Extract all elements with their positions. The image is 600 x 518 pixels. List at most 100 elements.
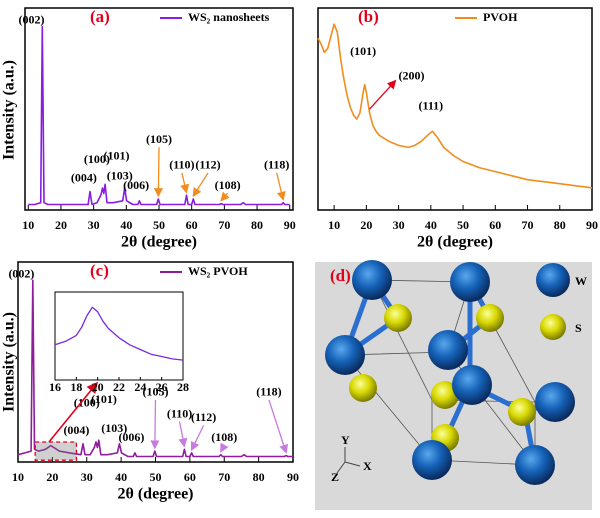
peak-label: (108) [215,178,241,192]
peak-label: (112) [191,410,216,424]
peak-label: (101) [350,44,376,58]
x-tick-label: 26 [156,380,168,394]
panel-label: (d) [330,266,351,285]
x-tick-label: 40 [120,218,132,232]
x-tick-label: 20 [360,218,372,232]
axis-letter: Z [331,470,339,484]
x-tick-label: 24 [134,380,146,394]
panel-label: (c) [90,261,109,280]
peak-label: (118) [256,385,281,399]
x-tick-label: 60 [184,470,196,484]
peak-label: (101) [91,392,117,406]
x-tick-label: 90 [586,218,598,232]
peak-label: (200) [398,68,424,82]
x-tick-label: 90 [284,218,296,232]
axis-letter: X [363,459,372,473]
panel-label: (a) [90,7,110,26]
x-tick-label: 70 [218,470,230,484]
legend-label: W [575,274,587,288]
peak-label: (110) [169,158,194,172]
peak-label: (110) [167,406,192,420]
atoms [325,260,575,485]
x-tick-label: 40 [425,218,437,232]
peak-label: (118) [264,158,289,172]
peak-arrow [180,172,190,194]
legend-label: WS₂ nanosheets [188,10,270,24]
x-tick-label: 80 [253,470,265,484]
x-tick-label: 50 [153,218,165,232]
peak-label: (100) [74,396,100,410]
x-tick-label: 16 [49,380,61,394]
peak-label: (112) [195,158,220,172]
peak-label: (006) [118,430,144,444]
axis-letter: Y [341,433,350,447]
x-tick-label: 10 [22,218,34,232]
y-axis-title: Intensity (a.u.) [1,60,18,160]
peak-label: (103) [107,169,133,183]
legend-label: WS₂ PVOH [188,264,248,278]
x-axis-title: 2θ (degree) [417,234,493,251]
peak-label: (004) [63,423,89,437]
peak-label: (100) [84,152,110,166]
peak-label: (002) [8,266,34,280]
x-tick-label: 50 [457,218,469,232]
data-line [28,25,290,206]
axes-triad [336,447,361,474]
x-tick-label: 30 [81,470,93,484]
x-tick-label: 60 [489,218,501,232]
x-tick-label: 60 [186,218,198,232]
peak-label: (103) [101,421,127,435]
zoom-arrow [48,381,99,443]
x-tick-label: 18 [70,380,82,394]
data-line [54,306,184,361]
peak-arrow [153,147,164,198]
data-line [17,279,293,458]
data-line [317,23,593,189]
legend-label: PVOH [483,10,518,24]
peak-label: (004) [71,171,97,185]
panel-label: (b) [358,7,379,26]
peak-arrow [150,399,160,450]
peak-arrow [190,425,205,452]
peak-arrow [220,191,230,202]
chart-panel: 10 20 30 40 50 60 70 80 90 2θ (degree) Intensity (… [1,7,296,251]
peak-arrow [268,399,289,454]
peak-label: (108) [211,430,237,444]
peak-arrow [276,172,286,201]
peak-label: (111) [418,99,443,113]
x-tick-label: 90 [287,470,299,484]
zoom-box [34,441,78,461]
peak-label: (105) [143,385,169,399]
peak-label: (101) [104,148,130,162]
x-axis-title: 2θ (degree) [117,486,193,503]
x-tick-label: 80 [251,218,263,232]
x-tick-label: 80 [554,218,566,232]
peak-arrow [178,421,188,448]
x-tick-label: 30 [393,218,405,232]
plot-frame [317,7,593,211]
peak-arrow [220,442,229,453]
legend-label: S [575,321,582,335]
peak-arrow [192,172,209,198]
x-tick-label: 70 [522,218,534,232]
x-axis-title: 2θ (degree) [121,234,197,251]
x-tick-label: 40 [115,470,127,484]
x-tick-label: 20 [55,218,67,232]
x-tick-label: 28 [177,380,189,394]
x-tick-label: 70 [218,218,230,232]
peak-label: (006) [123,178,149,192]
x-tick-label: 30 [88,218,100,232]
y-axis-title: Intensity (a.u.) [1,312,18,412]
x-tick-label: 20 [92,380,104,394]
peak-label: (105) [146,132,172,146]
x-tick-label: 10 [328,218,340,232]
chart-panel: 16 18 20 22 24 26 28 [49,291,189,394]
structure-diagram: (d) W S Y X Z [315,260,592,510]
peak-label: (002) [19,13,45,27]
x-tick-label: 50 [150,470,162,484]
x-tick-label: 20 [46,470,58,484]
x-tick-label: 10 [12,470,24,484]
x-tick-label: 22 [113,380,125,394]
chart-panel: 10 20 30 40 50 60 70 80 90 2θ (degree) (b) PVOH (101… [317,7,598,251]
